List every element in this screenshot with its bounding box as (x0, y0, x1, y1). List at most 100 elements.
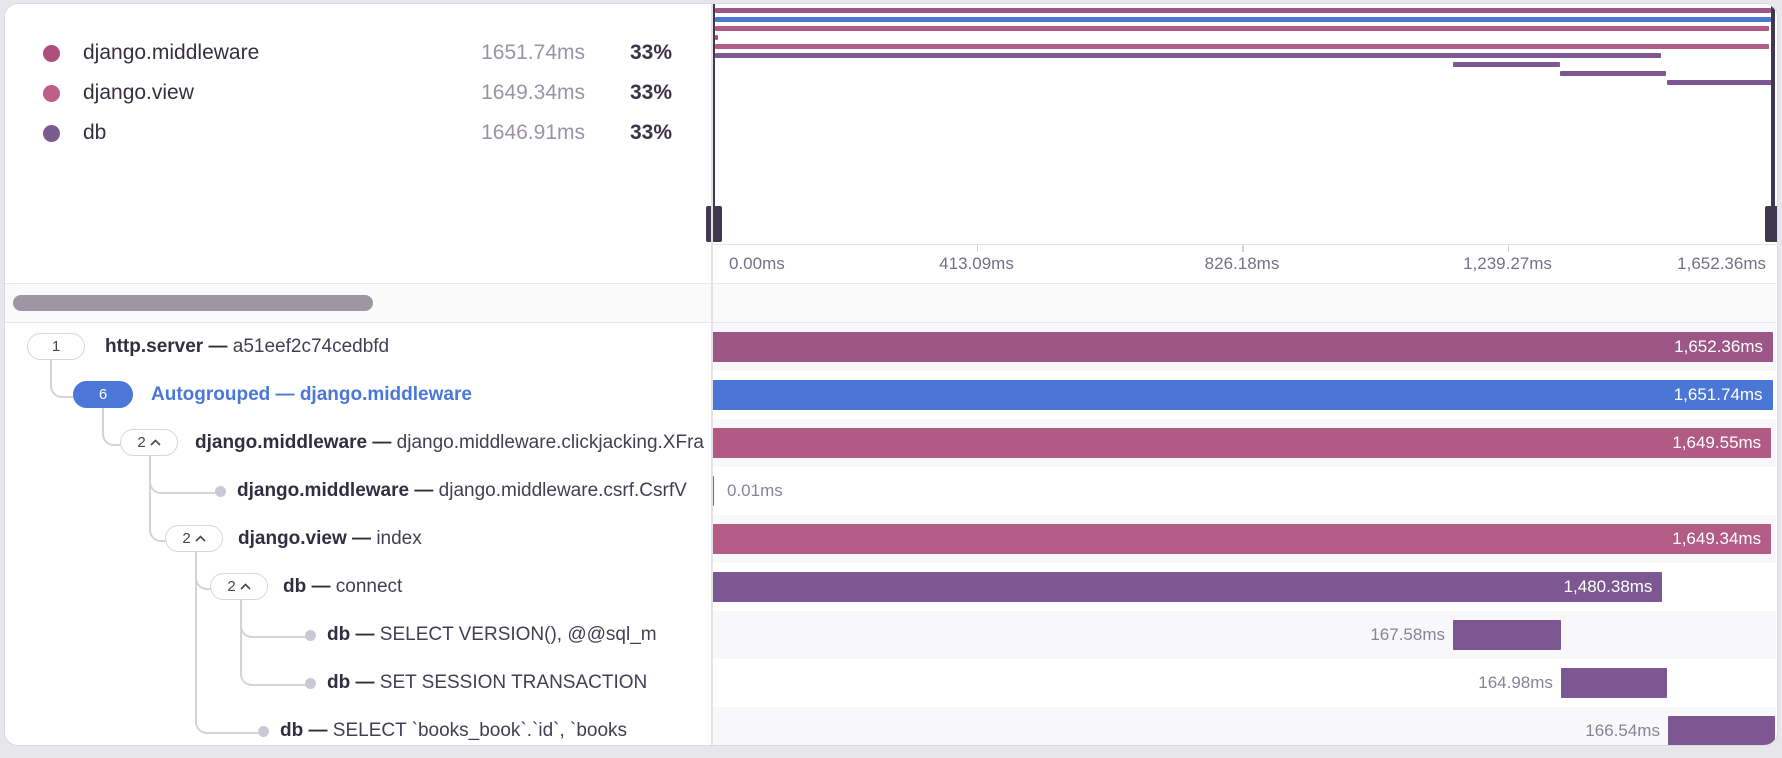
minimap-span-bar (715, 26, 1770, 31)
span-duration-bar[interactable] (711, 524, 1772, 554)
tree-row[interactable]: db — SET SESSION TRANSACTION (5, 659, 711, 707)
span-title: db — SELECT `books_book`.`id`, `books (280, 707, 628, 745)
span-bar-row[interactable]: 1,649.55ms (711, 419, 1776, 467)
legend-item[interactable]: django.view 1649.34ms 33% (5, 73, 711, 113)
chevron-up-icon (195, 535, 206, 542)
span-description: SELECT `books_book`.`id`, `books (332, 720, 628, 741)
badge-count: 6 (98, 386, 108, 403)
span-bar-row[interactable]: 1,651.74ms (711, 371, 1776, 419)
leaf-span-dot (305, 629, 316, 641)
span-bar-row[interactable]: 164.98ms (711, 659, 1776, 707)
minimap-span-bar (715, 17, 1771, 22)
span-duration-bar[interactable] (1453, 620, 1561, 650)
tree-row[interactable]: 2 db — connect (5, 563, 711, 611)
tree-row[interactable]: 6 Autogrouped — django.middleware (5, 371, 711, 419)
minimap-left-handle-line[interactable] (711, 4, 715, 206)
span-bar-row[interactable]: 1,480.38ms (711, 563, 1776, 611)
legend-percent: 33% (629, 81, 672, 104)
trace-minimap[interactable] (706, 4, 1777, 244)
span-bar-row[interactable]: 1,652.36ms (711, 323, 1776, 371)
tree-connector (240, 600, 242, 672)
minimap-right-handle[interactable] (1765, 206, 1777, 242)
legend-percent: 33% (629, 121, 672, 144)
span-title: django.middleware — django.middleware.cs… (237, 467, 687, 515)
span-op: django.view (238, 528, 347, 549)
span-title: django.middleware — django.middleware.cl… (195, 419, 704, 467)
tree-row[interactable]: django.middleware — django.middleware.cs… (5, 467, 711, 515)
legend-duration: 1649.34ms (481, 81, 585, 104)
tree-row[interactable]: 2 django.view — index (5, 515, 711, 563)
axis-tick (1507, 245, 1509, 252)
span-duration-bar[interactable] (1667, 716, 1775, 745)
tree-connector (195, 708, 260, 734)
span-count-badge[interactable]: 2 (210, 573, 268, 600)
legend-item[interactable]: db 1646.91ms 33% (5, 113, 711, 153)
span-duration-bar[interactable] (711, 380, 1773, 410)
legend-item[interactable]: django.middleware 1651.74ms 33% (5, 33, 711, 73)
legend-duration: 1646.91ms (481, 121, 585, 144)
ops-breakdown-legend: django.middleware 1651.74ms 33% django.view… (5, 4, 711, 283)
span-duration-label: 166.54ms (1585, 721, 1660, 740)
legend-percent: 33% (629, 41, 672, 64)
span-duration-label: 1,652.36ms (1674, 337, 1763, 356)
horizontal-scrollbar-track[interactable] (5, 283, 1776, 323)
tree-row[interactable]: db — SELECT `books_book`.`id`, `books (5, 707, 711, 745)
span-op: db (327, 624, 351, 645)
separator-dash: — (367, 432, 397, 453)
legend-duration: 1651.74ms (481, 41, 585, 64)
span-duration-label: 164.98ms (1478, 673, 1553, 692)
minimap-span-bar (1452, 62, 1560, 67)
span-description: SET SESSION TRANSACTION (379, 672, 648, 693)
span-op: django.middleware (237, 480, 410, 501)
horizontal-scrollbar-thumb[interactable] (13, 295, 373, 311)
span-bar-row[interactable]: 167.58ms (711, 611, 1776, 659)
span-count-badge[interactable]: 2 (120, 429, 178, 456)
minimap-span-bar (1560, 71, 1666, 76)
minimap-right-handle-line[interactable] (1771, 4, 1775, 206)
tree-row[interactable]: db — SELECT VERSION(), @@sql_m (5, 611, 711, 659)
span-count-badge[interactable]: 6 (73, 381, 133, 408)
span-duration-bar[interactable] (1560, 668, 1667, 698)
axis-tick-label: 413.09ms (939, 254, 1014, 273)
span-bar-row[interactable]: 0.01ms (711, 467, 1776, 515)
span-tree-panel: 1 http.server — a51eef2c74cedbfd 6 Autogrou… (5, 323, 711, 745)
leaf-span-dot (305, 677, 316, 689)
tree-connector (195, 564, 212, 590)
span-bar-row[interactable]: 1,649.34ms (711, 515, 1776, 563)
tree-row[interactable]: 2 django.middleware — django.middleware.c… (5, 419, 711, 467)
span-count-badge[interactable]: 2 (165, 525, 223, 552)
span-title: db — connect (283, 563, 402, 611)
span-title: http.server — a51eef2c74cedbfd (105, 323, 389, 371)
legend-op-label: django.middleware (83, 41, 260, 64)
axis-tick-label: 0.00ms (729, 254, 785, 273)
span-title: db — SET SESSION TRANSACTION (327, 659, 647, 707)
span-duration-bar[interactable] (711, 476, 714, 506)
span-duration-bar[interactable] (711, 572, 1663, 602)
span-duration-label: 1,480.38ms (1563, 577, 1653, 596)
span-bar-row[interactable]: 166.54ms (711, 707, 1776, 745)
span-duration-bar[interactable] (711, 332, 1773, 362)
axis-tick (1242, 245, 1244, 252)
span-description: SELECT VERSION(), @@sql_m (379, 624, 657, 645)
axis-tick-label: 826.18ms (1204, 254, 1280, 273)
legend-op-label: django.view (83, 81, 194, 104)
leaf-span-dot (258, 725, 269, 737)
badge-count: 2 (182, 530, 191, 547)
span-count-badge[interactable]: 1 (27, 333, 85, 360)
span-duration-bar[interactable] (711, 428, 1772, 458)
minimap-span-bar (715, 35, 718, 40)
tree-connector (240, 660, 307, 686)
span-description: django.middleware.csrf.CsrfV (438, 480, 687, 501)
tree-connector (149, 456, 151, 528)
axis-tick-label: 1,652.36ms (1677, 254, 1766, 273)
tree-row[interactable]: 1 http.server — a51eef2c74cedbfd (5, 323, 711, 371)
minimap-left-handle[interactable] (706, 206, 722, 242)
separator-dash: — (306, 576, 336, 597)
legend-color-dot (43, 125, 60, 142)
panel-divider[interactable] (711, 4, 713, 745)
minimap-span-bar (715, 44, 1770, 49)
span-title: Autogrouped — django.middleware (151, 371, 472, 419)
tree-connector (195, 552, 197, 720)
badge-count: 2 (137, 434, 146, 451)
tree-connector (149, 468, 217, 494)
